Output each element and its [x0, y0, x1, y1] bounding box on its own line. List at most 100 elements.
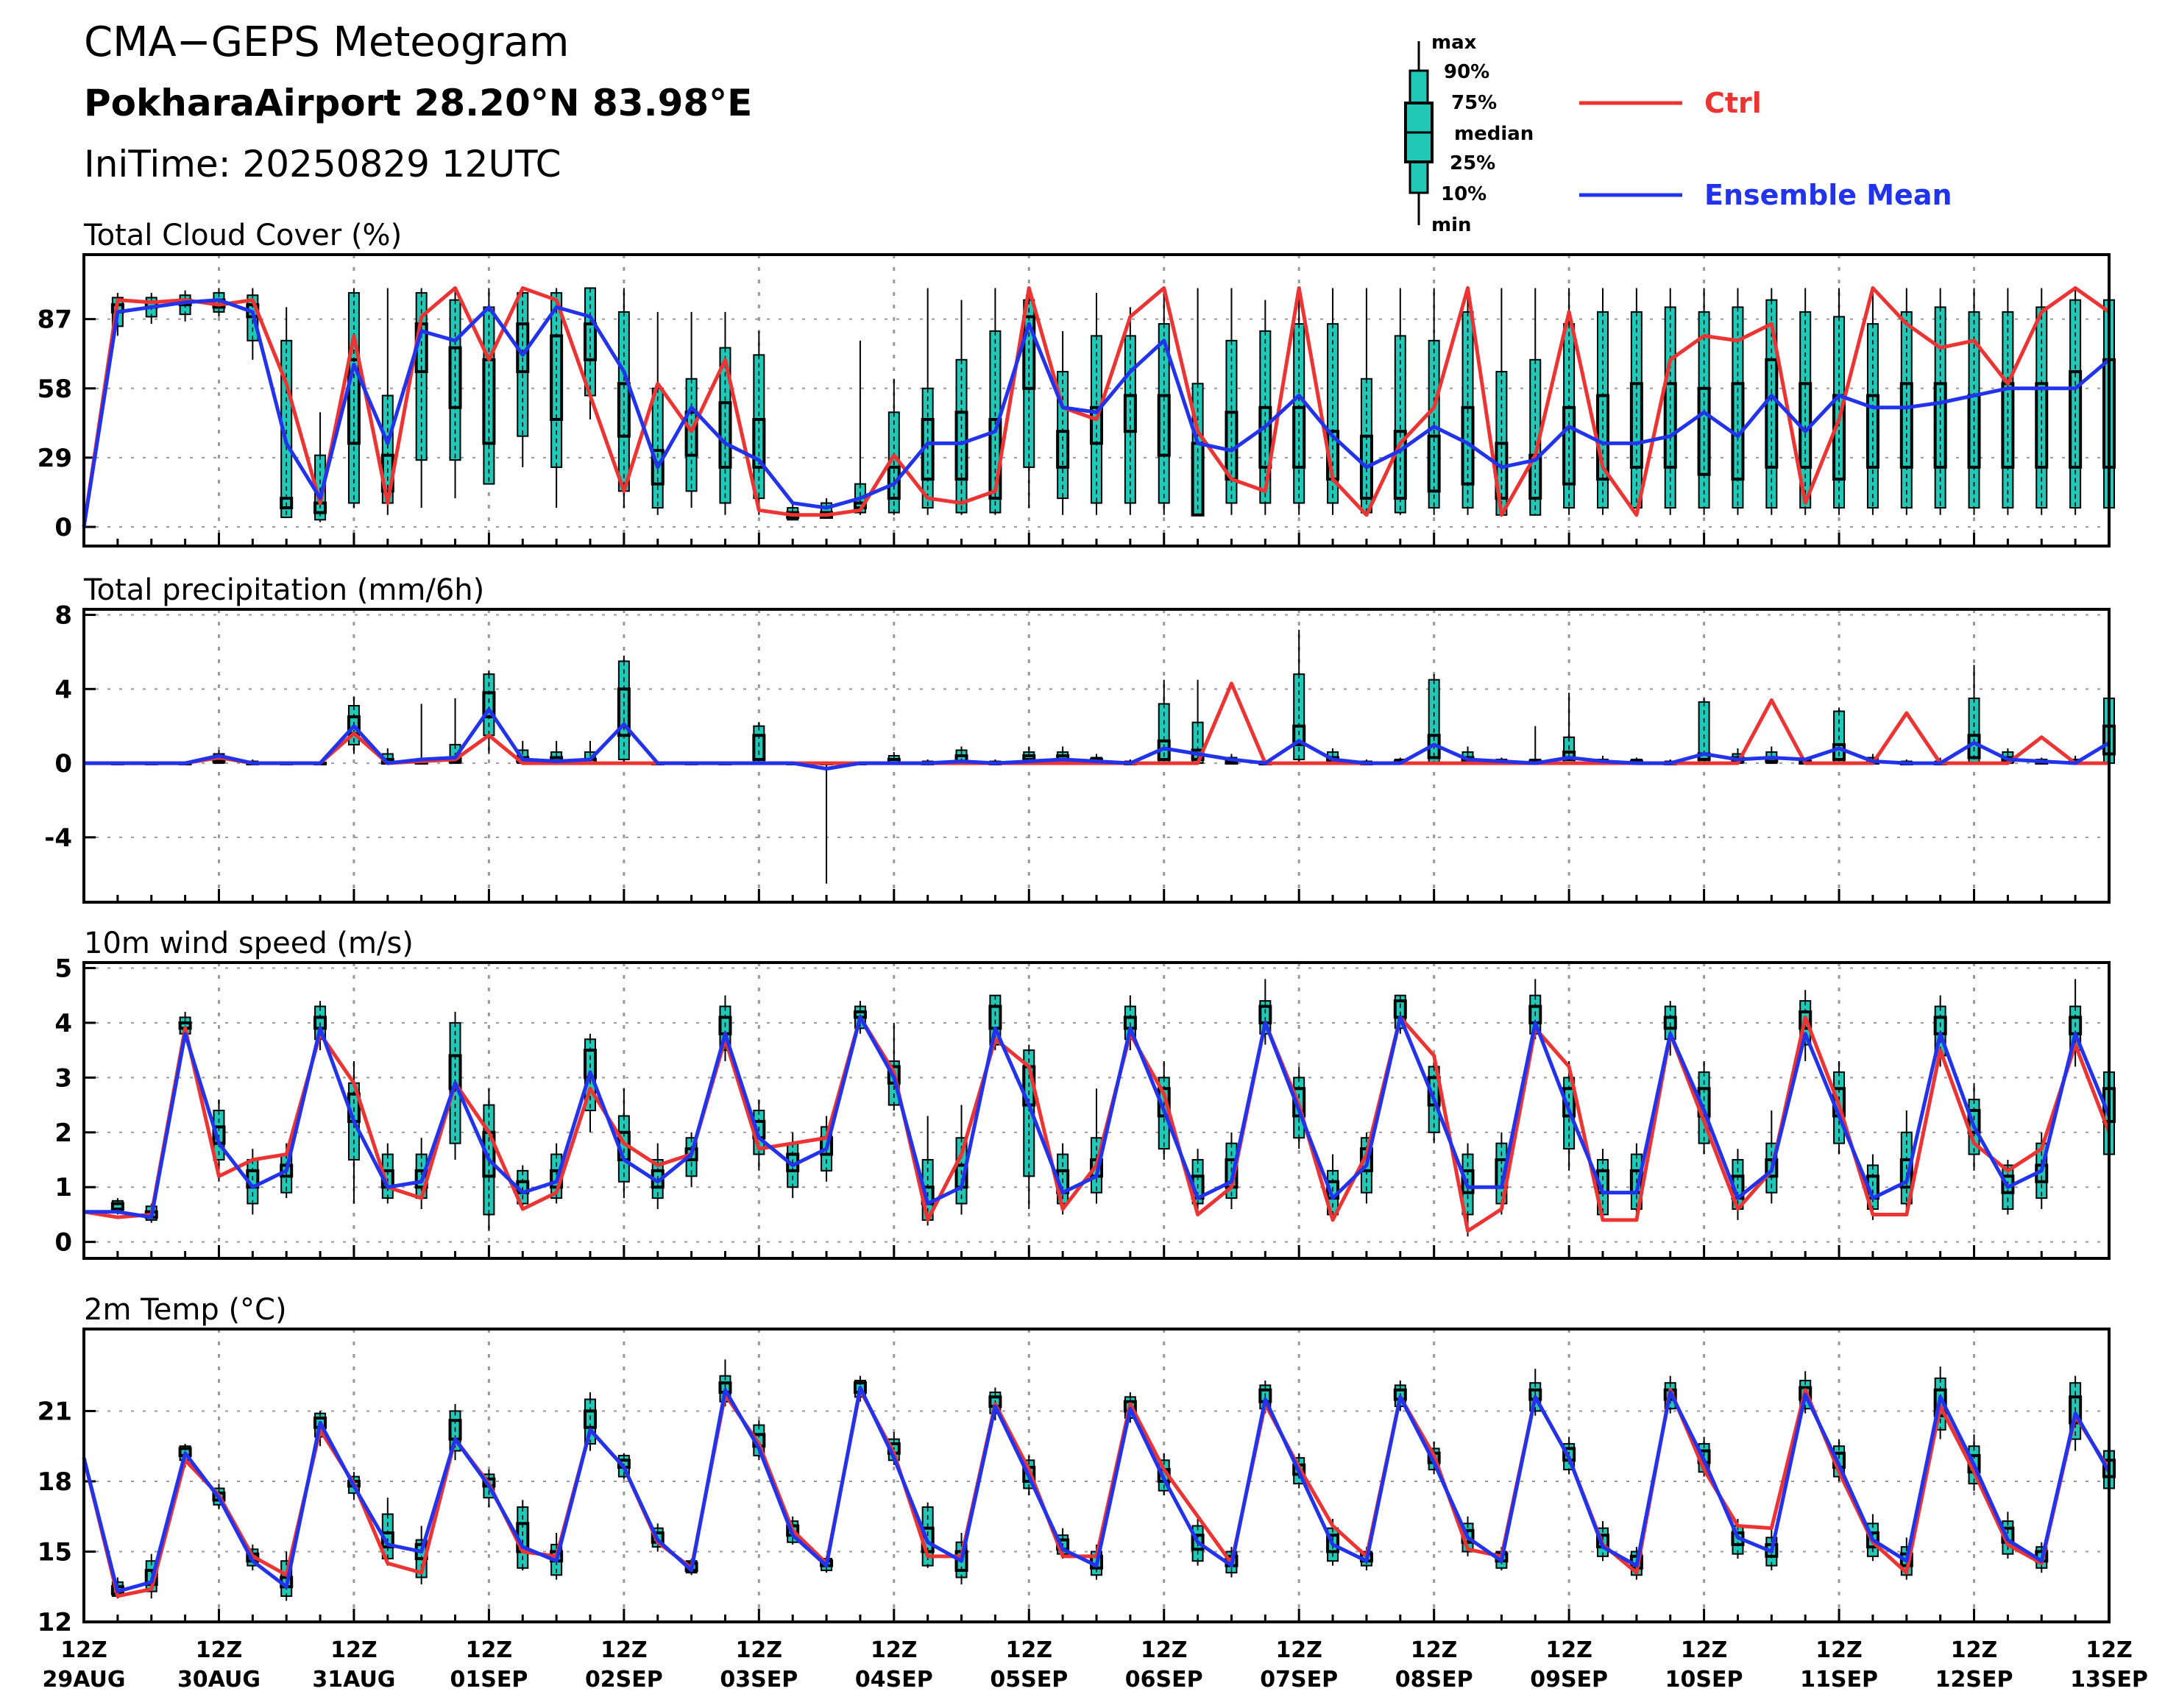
ensemble-mean-line	[84, 707, 2111, 771]
y-tick-label: 15	[38, 1537, 72, 1567]
plot-frame	[82, 608, 2111, 904]
boxplot	[1832, 707, 1846, 765]
legend-mean-label: Ensemble Mean	[1704, 179, 1952, 211]
x-tick-label-time: 12Z	[330, 1637, 378, 1663]
boxplot	[1967, 288, 1981, 515]
boxplot	[1832, 288, 1846, 515]
boxplot	[516, 1500, 530, 1570]
x-tick-label-time: 12Z	[60, 1637, 107, 1663]
panel-2: Total precipitation (mm/6h) -4 0 4 8	[44, 573, 2116, 904]
boxplot	[651, 311, 665, 515]
legend-label-median: median	[1454, 123, 1534, 145]
boxplot	[1799, 288, 1813, 515]
x-tick-label-date: 03SEP	[720, 1667, 798, 1693]
boxplot	[1933, 288, 1947, 515]
x-tick-label-date: 06SEP	[1125, 1667, 1203, 1693]
x-tick-label-date: 02SEP	[585, 1667, 663, 1693]
init-time-label: IniTime: 20250829 12UTC	[84, 143, 561, 185]
ctrl-line	[82, 1388, 2111, 1598]
x-tick-label-time: 12Z	[196, 1637, 243, 1663]
x-tick-label-date: 08SEP	[1395, 1667, 1473, 1693]
boxplots	[110, 287, 2116, 522]
x-tick-label-date: 04SEP	[855, 1667, 933, 1693]
y-tick-label: 58	[38, 375, 72, 404]
panel-title: Total Cloud Cover (%)	[83, 219, 402, 252]
y-tick-label: 0	[54, 1228, 72, 1258]
station-label: PokharaAirport 28.20°N 83.98°E	[84, 82, 752, 124]
x-axis-labels: 12Z 29AUG 12Z 30AUG 12Z 31AUG 12Z 01SEP 12Z 02SEP…	[42, 1637, 2147, 1693]
boxplot	[1022, 288, 1036, 508]
x-tick-label-time: 12Z	[2086, 1637, 2133, 1663]
boxplot	[718, 311, 732, 515]
boxplot	[887, 751, 901, 765]
boxplot	[1258, 300, 1272, 515]
x-tick-label-date: 07SEP	[1260, 1667, 1338, 1693]
y-tick-label: 5	[54, 954, 72, 983]
legend-label-p90: 90%	[1444, 61, 1489, 83]
y-tick-label: 4	[54, 1009, 72, 1038]
boxplot	[280, 307, 294, 519]
y-tick-label: 0	[54, 749, 72, 779]
y-tick-label: 3	[54, 1063, 72, 1093]
boxplot	[1427, 674, 1441, 765]
x-tick-label-time: 12Z	[1006, 1637, 1053, 1663]
boxplot	[1528, 288, 1542, 516]
boxplot	[1731, 288, 1745, 515]
x-tick-label-time: 12Z	[1141, 1637, 1188, 1663]
legend-ctrl-label: Ctrl	[1704, 87, 1762, 119]
legend: max 90% 75% median 25% 10% min Ctrl Ense…	[1404, 32, 1952, 236]
boxplot	[617, 288, 631, 508]
ensemble-mean-line	[82, 298, 2111, 528]
y-tick-label: 4	[54, 675, 72, 704]
boxplot	[1663, 1001, 1677, 1056]
boxplot	[1865, 288, 1879, 515]
box-p25-p75	[988, 1004, 1002, 1030]
y-tick-label: 21	[38, 1397, 72, 1426]
box-p25-p75	[684, 411, 698, 457]
box-p25-p75	[752, 734, 766, 762]
y-tick-label: 29	[38, 444, 72, 473]
x-tick-label-date: 05SEP	[990, 1667, 1068, 1693]
box-p25-p75	[2069, 370, 2083, 469]
plot-frame	[82, 1328, 2111, 1623]
y-tick-label: 87	[38, 305, 72, 335]
x-tick-label-time: 12Z	[1951, 1637, 1998, 1663]
boxplots	[110, 979, 2116, 1237]
plot-frame	[82, 253, 2111, 548]
x-tick-label-date: 10SEP	[1665, 1667, 1743, 1693]
y-tick-label: -4	[44, 823, 72, 853]
boxplot	[1562, 1061, 1576, 1171]
boxplot	[516, 288, 530, 467]
boxplot	[1765, 288, 1779, 515]
boxplot	[921, 288, 935, 515]
legend-label-p10: 10%	[1441, 183, 1487, 205]
box-p25-p75	[1191, 442, 1205, 517]
boxplot	[1629, 288, 1643, 515]
panel-4: 2m Temp (°C) 12 15 18 21	[38, 1293, 2116, 1637]
y-tick-label: 18	[38, 1467, 72, 1497]
boxplot	[1157, 292, 1171, 515]
legend-label-p25: 25%	[1450, 152, 1495, 174]
boxplot	[2001, 288, 2015, 515]
panels: Total Cloud Cover (%) 0 29 58 87 Total precip…	[38, 219, 2116, 1637]
boxplot	[617, 655, 631, 764]
panel-title: 10m wind speed (m/s)	[84, 926, 414, 960]
x-tick-label-time: 12Z	[1681, 1637, 1728, 1663]
y-tick-label: 2	[54, 1119, 72, 1148]
boxplot	[1393, 288, 1407, 515]
x-tick-label-date: 12SEP	[1935, 1667, 2013, 1693]
ctrl-line	[82, 286, 2111, 528]
chart-title: CMA−GEPS Meteogram	[84, 18, 569, 66]
x-tick-label-time: 12Z	[1815, 1637, 1863, 1663]
boxplot	[684, 311, 698, 508]
boxplot	[550, 288, 564, 508]
ctrl-line	[84, 681, 2109, 765]
panel-title: Total precipitation (mm/6h)	[83, 573, 484, 607]
x-tick-label-time: 12Z	[1545, 1637, 1592, 1663]
boxplot	[954, 300, 968, 515]
boxplot	[2069, 288, 2083, 515]
x-tick-label-date: 29AUG	[42, 1667, 125, 1693]
x-tick-label-date: 31AUG	[312, 1667, 395, 1693]
y-tick-label: 0	[54, 513, 72, 542]
